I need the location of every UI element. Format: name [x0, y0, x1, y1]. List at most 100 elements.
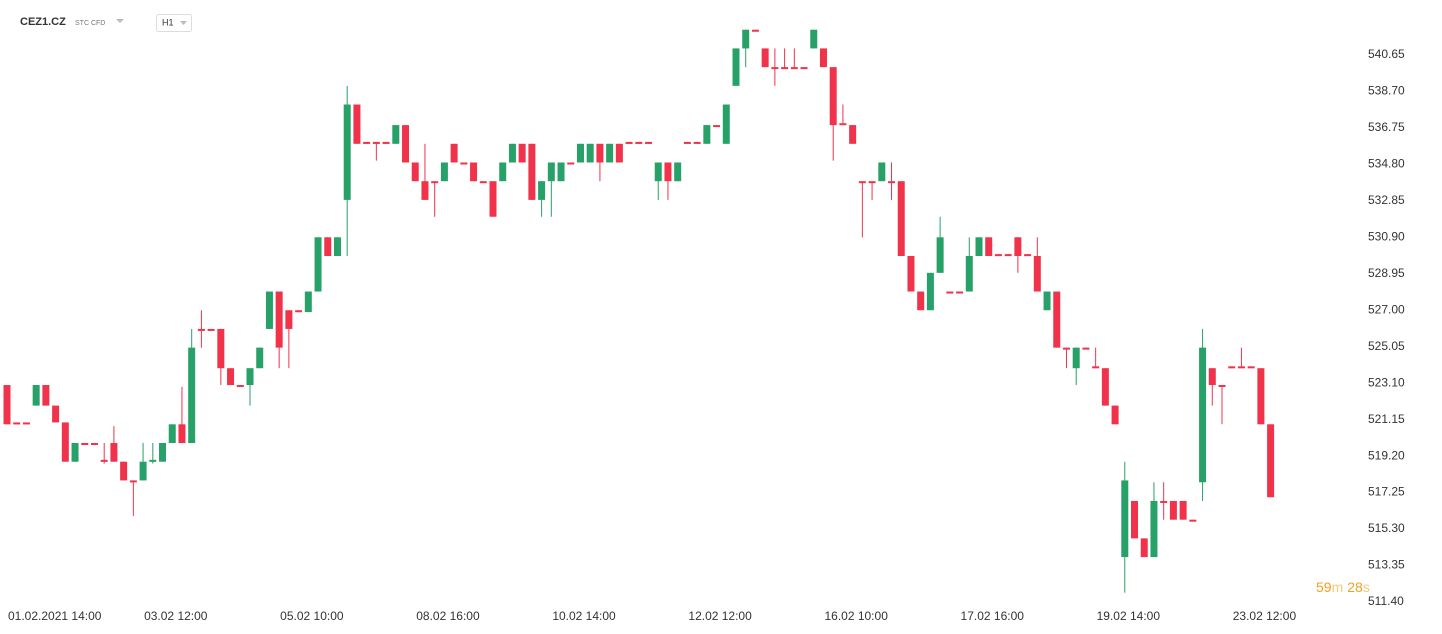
symbol-dropdown-arrow[interactable] — [116, 19, 124, 23]
candle-body — [1082, 347, 1090, 350]
x-tick-label: 01.02.2021 14:00 — [8, 609, 102, 623]
candle-body — [129, 480, 137, 483]
candle-body — [1257, 368, 1265, 425]
y-tick-label: 538.70 — [1368, 84, 1405, 98]
candle-body — [149, 459, 157, 462]
candle-body — [256, 347, 264, 369]
candle-body — [333, 237, 341, 256]
candle-body — [372, 141, 380, 144]
candle-body — [781, 67, 789, 70]
candle-body — [606, 143, 614, 163]
candle-body — [713, 125, 721, 128]
candle-body — [839, 123, 847, 126]
candle-body — [1237, 366, 1245, 369]
candle-body — [615, 143, 623, 163]
candle-body — [654, 162, 662, 182]
x-tick-label: 16.02 10:00 — [824, 609, 888, 623]
candle-body — [178, 424, 186, 444]
candle-body — [402, 125, 410, 163]
candle-body — [1101, 368, 1109, 406]
x-tick-label: 12.02 12:00 — [688, 609, 752, 623]
candle-body — [382, 141, 390, 144]
instrument-type: STC CFD — [75, 20, 105, 27]
candle-body — [1121, 480, 1129, 558]
candle-body — [353, 104, 361, 144]
candle-body — [411, 162, 419, 182]
candle-body — [363, 141, 371, 144]
y-tick-label: 528.95 — [1368, 266, 1405, 280]
candle-body — [810, 29, 818, 49]
y-tick-label: 523.10 — [1368, 375, 1405, 389]
candle-body — [1111, 405, 1119, 425]
candle-body — [518, 143, 526, 163]
candle-body — [1062, 347, 1070, 350]
candle-body — [693, 141, 701, 144]
candle-body — [664, 162, 672, 182]
y-tick-label: 540.65 — [1368, 47, 1405, 61]
candle-body — [926, 272, 934, 311]
candle-body — [683, 141, 691, 144]
countdown-seconds-unit: s — [1363, 579, 1370, 595]
candle-body — [1131, 500, 1139, 539]
candle-body — [1140, 538, 1148, 558]
countdown-minutes: 59 — [1316, 579, 1332, 595]
x-tick-label: 10.02 14:00 — [552, 609, 616, 623]
candle-body — [1179, 500, 1187, 520]
candle-body — [819, 48, 827, 68]
candle-body — [936, 237, 944, 273]
candle-body — [489, 181, 497, 217]
candle-body — [897, 181, 905, 256]
candle-body — [1228, 366, 1236, 369]
candle-body — [217, 328, 225, 369]
candle-body — [800, 67, 808, 70]
candle-body — [314, 237, 322, 292]
candle-body — [265, 291, 273, 329]
candle-body — [888, 181, 896, 184]
candle-body — [168, 424, 176, 444]
candle-body — [324, 237, 332, 256]
candle-body — [139, 461, 147, 481]
candle-body — [576, 143, 584, 163]
countdown-seconds: 28 — [1347, 579, 1363, 595]
candle-body — [499, 162, 507, 182]
candle-body — [440, 162, 448, 182]
candle-body — [645, 141, 653, 144]
candle-body — [722, 104, 730, 144]
candle-body — [586, 143, 594, 163]
candle-body — [1247, 366, 1255, 369]
y-tick-label: 534.80 — [1368, 157, 1405, 171]
candle-body — [538, 181, 546, 200]
candle-body — [460, 162, 468, 165]
y-tick-label: 519.20 — [1368, 448, 1405, 462]
candle-body — [868, 181, 876, 184]
x-tick-label: 08.02 16:00 — [416, 609, 480, 623]
y-tick-label: 513.35 — [1368, 558, 1405, 572]
candle-body — [110, 443, 118, 462]
y-tick-label: 521.15 — [1368, 412, 1405, 426]
interval-selector[interactable] — [156, 14, 192, 32]
candle-body — [246, 368, 254, 386]
candle-body — [625, 141, 633, 144]
x-tick-label: 19.02 14:00 — [1097, 609, 1161, 623]
candle-body — [1014, 237, 1022, 256]
candle-body — [188, 347, 196, 444]
candle-body — [829, 67, 837, 126]
candle-body — [1160, 500, 1168, 503]
candle-body — [71, 443, 79, 462]
candle-body — [1199, 347, 1207, 483]
candle-body — [431, 181, 439, 184]
candle-body — [13, 422, 21, 425]
candle-body — [1092, 366, 1100, 369]
symbol: CEZ1.CZ — [20, 16, 66, 28]
candle-body — [227, 368, 235, 386]
candle-body — [22, 422, 30, 425]
y-tick-label: 532.85 — [1368, 193, 1405, 207]
y-tick-label: 511.40 — [1368, 594, 1404, 608]
candle-body — [751, 29, 759, 32]
candle-body — [343, 104, 351, 200]
candle-body — [761, 48, 769, 68]
candle-body — [790, 67, 798, 70]
candle-body — [1218, 385, 1226, 388]
